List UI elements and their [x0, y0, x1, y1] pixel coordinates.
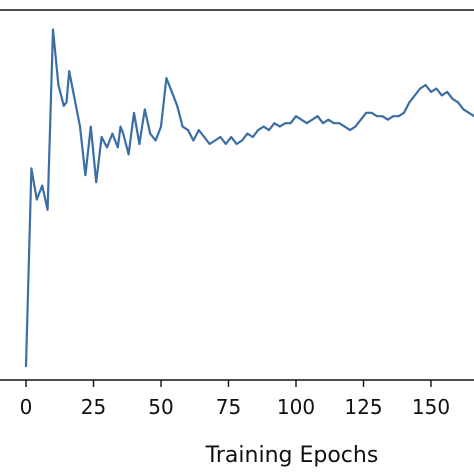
data-point: [268, 129, 270, 131]
data-point: [95, 181, 97, 183]
data-point: [149, 132, 151, 135]
data-point: [430, 91, 432, 93]
data-point: [365, 112, 368, 114]
data-point: [57, 84, 60, 86]
data-point: [171, 91, 173, 93]
data-point: [219, 136, 222, 138]
plot-frame: [0, 9, 474, 381]
data-point: [338, 122, 341, 124]
data-point: [235, 143, 238, 145]
data-point: [52, 28, 54, 31]
data-point: [392, 115, 395, 117]
data-point: [295, 115, 297, 117]
data-point: [106, 146, 108, 149]
data-point: [306, 122, 308, 124]
data-point: [419, 87, 422, 90]
data-point: [462, 108, 465, 111]
data-point: [370, 112, 373, 114]
data-point: [122, 132, 124, 135]
data-point: [441, 94, 443, 97]
x-tick-label-25: 25: [81, 395, 106, 419]
data-point: [198, 129, 200, 131]
data-point: [36, 198, 38, 201]
data-point: [63, 105, 65, 107]
data-point: [187, 129, 189, 131]
data-point: [273, 122, 276, 124]
data-point: [284, 122, 287, 124]
x-tick-label-150: 150: [412, 395, 450, 419]
data-point: [65, 101, 68, 104]
data-point: [192, 139, 195, 142]
data-point: [119, 125, 122, 128]
series-line-0: [24, 28, 474, 368]
data-point: [214, 139, 216, 142]
data-point: [262, 125, 265, 128]
data-point: [84, 174, 87, 176]
data-point: [349, 129, 351, 131]
data-point: [289, 122, 292, 124]
x-tick-label-75: 75: [216, 395, 241, 419]
data-point: [241, 139, 243, 142]
x-tick-label-100: 100: [277, 395, 315, 419]
data-point: [138, 143, 141, 145]
data-point: [376, 115, 378, 117]
data-point: [360, 118, 362, 121]
data-point: [165, 77, 168, 79]
data-point: [111, 132, 114, 135]
data-point: [397, 115, 400, 117]
series-layer: [24, 28, 474, 368]
data-point: [144, 108, 146, 111]
data-point: [387, 118, 389, 121]
data-point: [160, 125, 162, 128]
data-point: [41, 184, 43, 187]
data-point: [30, 167, 33, 170]
data-point: [100, 136, 103, 138]
data-point: [468, 112, 470, 114]
data-point: [300, 118, 303, 121]
data-point: [252, 136, 254, 138]
data-point: [435, 87, 438, 90]
data-point: [117, 146, 119, 149]
data-point: [354, 125, 357, 128]
x-tick-label-125: 125: [344, 395, 382, 419]
data-point: [408, 101, 411, 104]
data-point: [343, 125, 346, 128]
data-point: [181, 125, 184, 128]
data-point: [176, 105, 178, 107]
data-point: [90, 125, 92, 128]
data-point: [279, 125, 281, 128]
x-tick-label-0: 0: [20, 395, 33, 419]
x-tick-label-50: 50: [148, 395, 173, 419]
data-point: [424, 84, 427, 86]
data-point: [225, 143, 227, 145]
x-axis-ticks: [25, 380, 432, 387]
data-point: [322, 122, 324, 124]
data-point: [25, 365, 27, 367]
data-point: [133, 112, 135, 114]
data-point: [68, 70, 70, 72]
x-axis-label: Training Epochs: [205, 443, 379, 468]
data-point: [208, 143, 211, 145]
data-point: [446, 91, 449, 93]
data-point: [457, 101, 459, 104]
x-axis-tick-labels: 0 25 50 75 100 125 150: [20, 395, 450, 419]
data-point: [79, 125, 81, 128]
data-point: [451, 98, 454, 100]
data-point: [257, 129, 260, 131]
data-point: [230, 136, 232, 138]
data-point: [203, 136, 205, 138]
data-point: [316, 115, 319, 117]
data-point: [381, 115, 384, 117]
data-point: [127, 153, 130, 156]
data-point: [414, 94, 416, 97]
data-point: [46, 209, 49, 211]
data-point: [311, 118, 314, 121]
data-point: [154, 139, 157, 142]
data-point: [333, 122, 335, 124]
data-point: [403, 112, 405, 114]
data-point: [73, 98, 76, 100]
data-point: [246, 132, 249, 135]
data-point: [327, 118, 330, 121]
